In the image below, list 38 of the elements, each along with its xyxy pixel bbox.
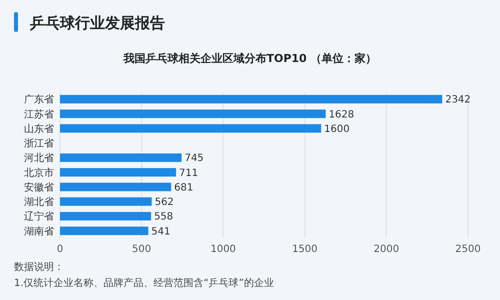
y-tick-label: 山东省 [24, 122, 54, 135]
y-tick-label: 湖北省 [24, 196, 54, 208]
data-label: 541 [151, 226, 170, 238]
y-tick-label: 江苏省 [24, 108, 54, 120]
x-tick-label: 1500 [292, 244, 318, 255]
bar [60, 182, 172, 192]
bar [60, 124, 322, 133]
y-tick-label: 辽宁省 [24, 210, 54, 223]
data-label: 711 [179, 168, 198, 179]
chart-subtitle: 我国乒乓球相关企业区域分布TOP10 （单位：家） [122, 52, 377, 65]
data-label: 1600 [324, 124, 350, 135]
x-tick-label: 2500 [455, 244, 481, 255]
x-tick-label: 0 [56, 244, 64, 255]
chart-title: 乒乓球行业发展报告 [29, 14, 165, 32]
y-tick-label: 湖南省 [24, 225, 54, 238]
data-label: 2342 [445, 94, 471, 106]
data-label: 745 [184, 153, 204, 164]
x-tick-label: 1000 [210, 244, 236, 255]
bar [60, 110, 326, 118]
bar [60, 226, 148, 236]
y-tick-label: 河北省 [24, 152, 54, 164]
y-tick-label: 北京市 [24, 166, 54, 179]
y-tick-label: 广东省 [24, 94, 54, 106]
bar [60, 197, 152, 206]
bar [60, 168, 176, 177]
bar [60, 153, 182, 162]
text: 数据说明： [14, 261, 64, 273]
x-tick-label: 2000 [374, 244, 400, 255]
bar [60, 212, 152, 220]
y-tick-label: 浙江省 [24, 138, 54, 150]
data-label: 562 [154, 197, 174, 208]
data-label: 681 [174, 182, 194, 194]
data-label: 558 [154, 212, 174, 223]
x-tick-label: 500 [132, 244, 152, 255]
bar [60, 94, 442, 104]
text: 1.仅统计企业名称、品牌产品、经营范围含“乒乓球”的企业 [14, 277, 274, 289]
data-label: 1628 [328, 109, 354, 120]
y-tick-label: 安徽省 [24, 181, 54, 194]
